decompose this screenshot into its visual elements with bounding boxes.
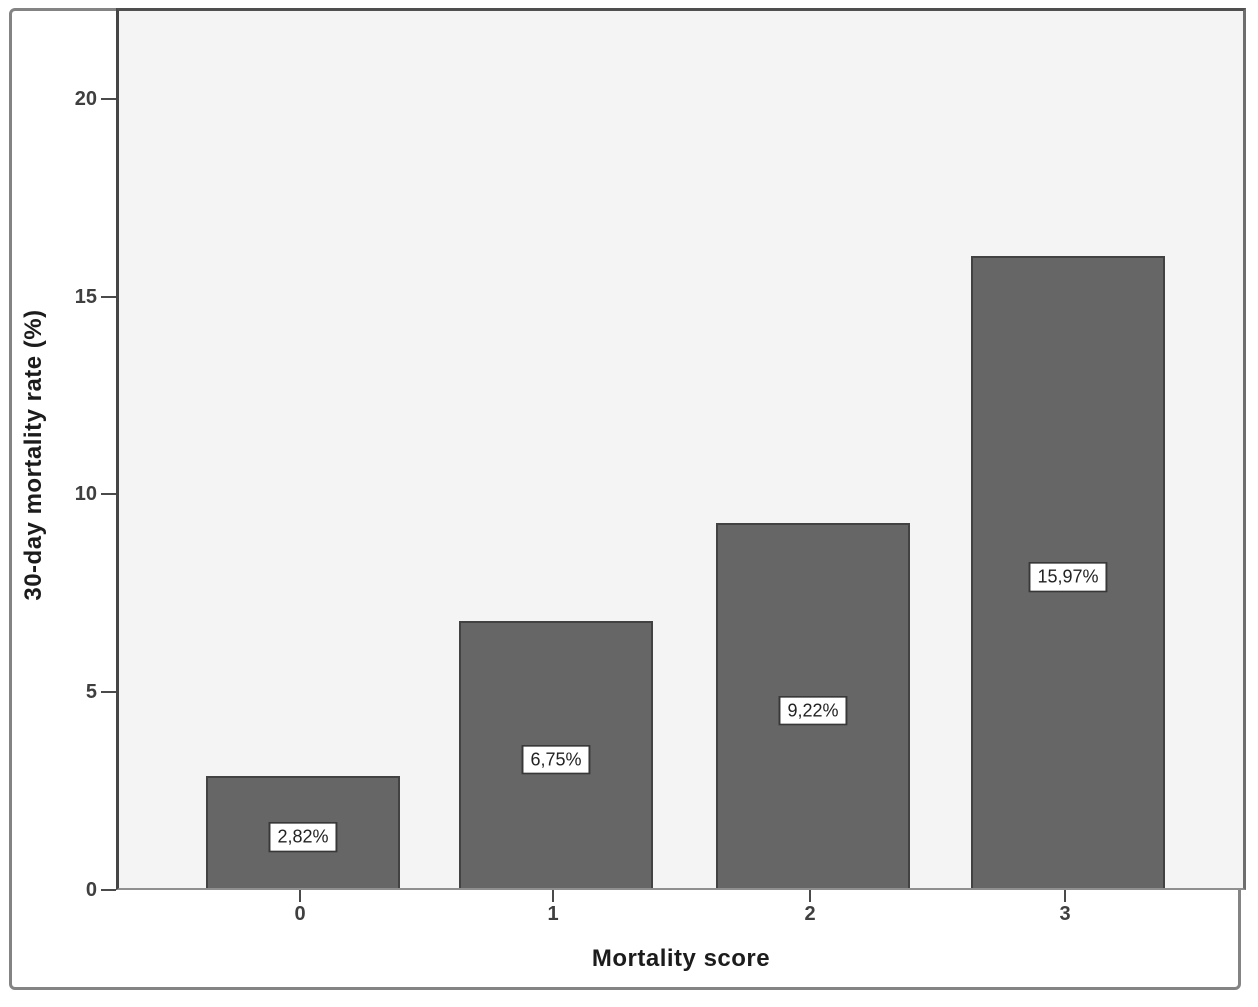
y-tick-label: 5 bbox=[85, 681, 97, 703]
x-tick-mark bbox=[552, 890, 554, 902]
x-tick-mark bbox=[299, 890, 301, 902]
x-tick-label: 2 bbox=[804, 903, 816, 925]
x-tick-mark bbox=[809, 890, 811, 902]
x-axis-title: Mortality score bbox=[591, 945, 771, 972]
y-tick-label: 10 bbox=[74, 483, 97, 505]
bar-value-label: 9,22% bbox=[778, 695, 848, 726]
y-tick-label: 0 bbox=[85, 879, 97, 901]
bar-value-label: 2,82% bbox=[268, 821, 338, 853]
x-tick-mark bbox=[1064, 890, 1066, 902]
x-tick-label: 3 bbox=[1059, 903, 1071, 925]
y-tick-label: 15 bbox=[74, 286, 97, 308]
bar-value-label: 6,75% bbox=[521, 744, 591, 775]
y-tick-mark bbox=[101, 889, 116, 891]
bar-value-label: 15,97% bbox=[1028, 561, 1108, 593]
y-tick-mark bbox=[101, 98, 116, 100]
y-tick-label: 20 bbox=[74, 88, 97, 110]
x-tick-label: 0 bbox=[294, 903, 306, 925]
y-tick-mark bbox=[101, 691, 116, 693]
y-axis-title: 30-day mortality rate (%) bbox=[20, 309, 47, 601]
x-tick-label: 1 bbox=[547, 903, 559, 925]
y-tick-mark bbox=[101, 296, 116, 298]
plot-area: 2,82% 6,75% 9,22% 15,97% bbox=[116, 8, 1246, 890]
y-tick-mark bbox=[101, 493, 116, 495]
